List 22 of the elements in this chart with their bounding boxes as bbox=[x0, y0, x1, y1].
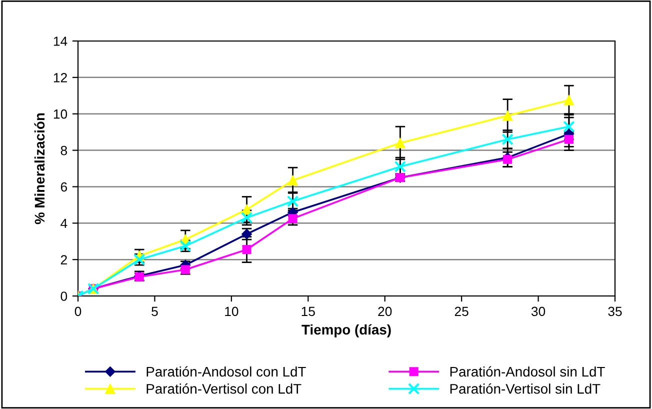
y-tick-label: 2 bbox=[60, 255, 67, 264]
y-tick-label: 0 bbox=[60, 292, 68, 301]
y-axis-title: % Mineralización bbox=[34, 113, 45, 224]
legend-label: Paratión-Vertisol con LdT bbox=[146, 383, 302, 394]
x-axis-title: Tiempo (días) bbox=[302, 324, 391, 338]
y-tick-label: 10 bbox=[54, 109, 68, 119]
legend-label: Paratión-Andosol sin LdT bbox=[450, 366, 605, 377]
x-tick-label: 10 bbox=[225, 306, 238, 316]
legend-label: Paratión-Vertisol sin LdT bbox=[450, 383, 600, 394]
x-tick-label: 35 bbox=[608, 306, 622, 316]
y-tick-label: 12 bbox=[54, 72, 67, 82]
x-tick-label: 25 bbox=[454, 306, 468, 316]
y-tick-label: 4 bbox=[60, 218, 68, 228]
x-tick-label: 30 bbox=[531, 306, 546, 316]
x-tick-label: 0 bbox=[74, 306, 82, 316]
y-tick-label: 14 bbox=[54, 36, 68, 46]
x-tick-label: 5 bbox=[152, 306, 158, 316]
y-tick-label: 6 bbox=[60, 182, 68, 192]
y-tick-label: 8 bbox=[60, 146, 68, 156]
legend-label: Paratión-Andosol con LdT bbox=[146, 366, 306, 377]
x-tick-label: 15 bbox=[302, 306, 315, 316]
x-tick-label: 20 bbox=[378, 306, 392, 316]
